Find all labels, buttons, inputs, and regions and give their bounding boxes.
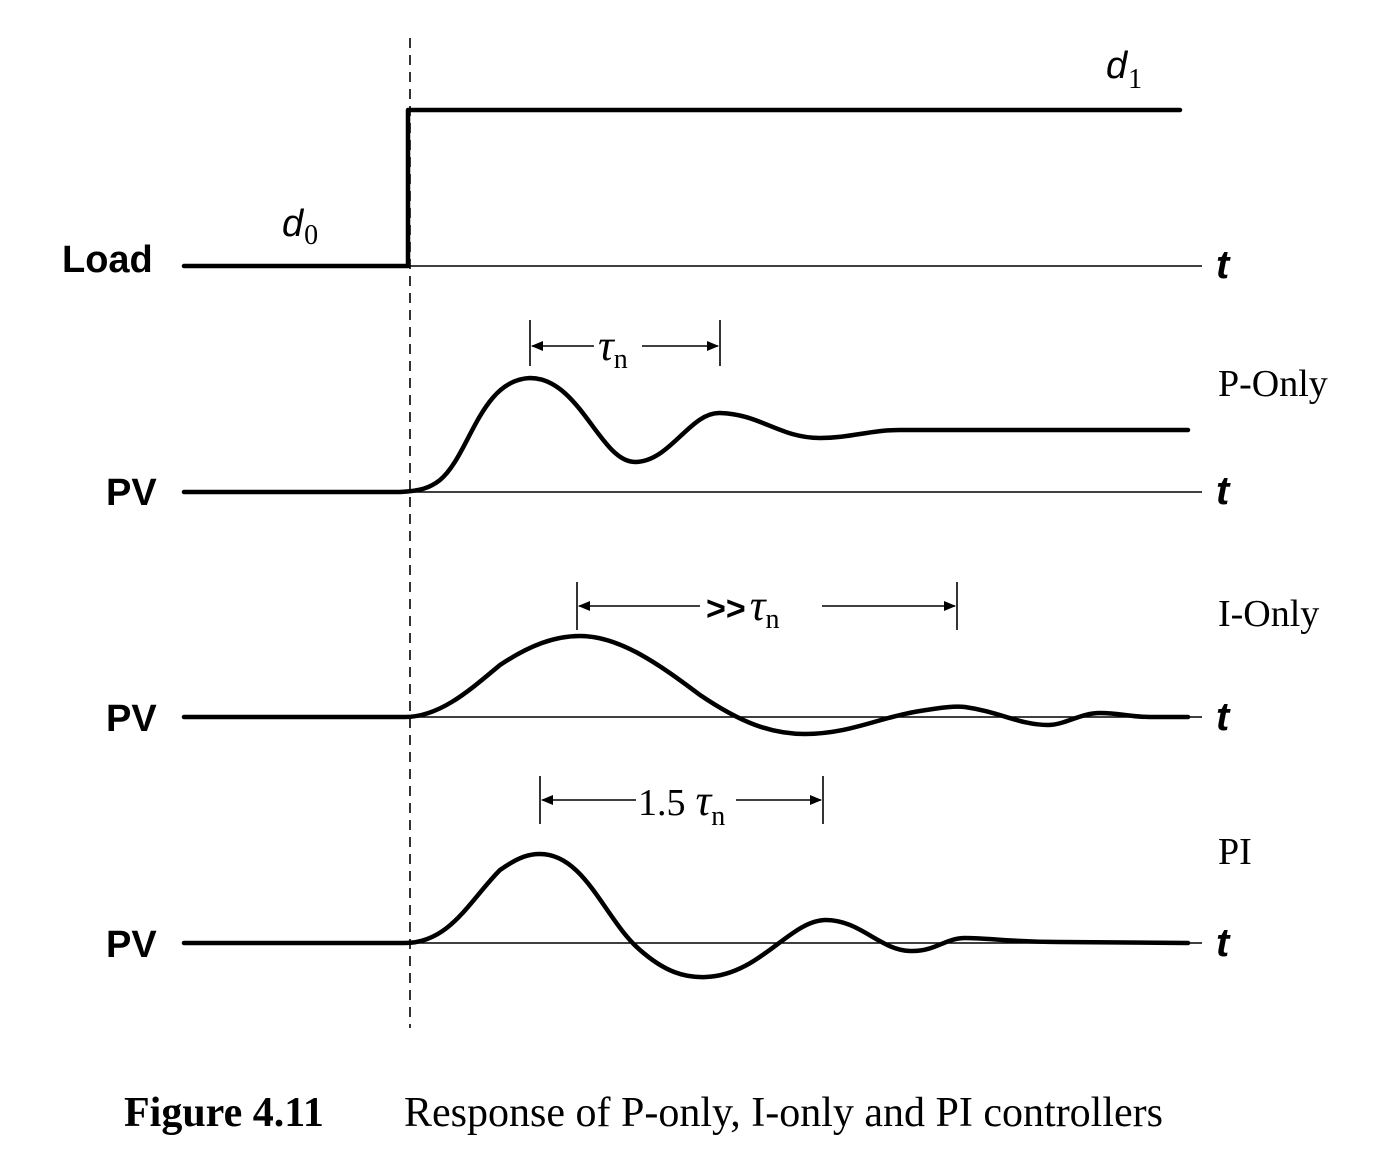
- d0-label: d0: [282, 203, 318, 251]
- pi-title: PI: [1218, 831, 1252, 873]
- i-only-interval-label: >>τn: [706, 581, 779, 635]
- i-only-pv-label: PV: [106, 698, 157, 740]
- pi-t-label: t: [1216, 921, 1231, 965]
- p-only-interval-label: τn: [598, 321, 628, 375]
- caption-number: Figure 4.11: [124, 1090, 324, 1136]
- pi-panel: PV 1.5 τn PI t: [106, 776, 1252, 980]
- load-panel: Load d0 d1 t: [62, 45, 1231, 287]
- caption-text: Response of P-only, I-only and PI contro…: [404, 1090, 1163, 1136]
- d1-label: d1: [1106, 45, 1142, 95]
- p-only-title: P-Only: [1218, 363, 1328, 405]
- load-label: Load: [62, 239, 153, 281]
- p-only-pv-label: PV: [106, 472, 157, 514]
- load-step-curve: [181, 107, 1183, 269]
- load-t-label: t: [1216, 243, 1231, 287]
- pi-interval-label: 1.5 τn: [638, 776, 725, 832]
- pi-response-curve: [181, 851, 1191, 980]
- p-only-t-label: t: [1216, 469, 1231, 513]
- i-only-title: I-Only: [1218, 593, 1319, 635]
- p-only-response-curve: [181, 375, 1191, 495]
- i-only-t-label: t: [1216, 695, 1231, 739]
- i-only-response-curve: [181, 633, 1191, 737]
- i-only-panel: PV >>τn I-Only t: [106, 581, 1319, 740]
- p-only-panel: PV τn P-Only t: [106, 320, 1328, 514]
- pi-pv-label: PV: [106, 924, 157, 966]
- figure-caption: Figure 4.11 Response of P-only, I-only a…: [124, 1090, 1163, 1136]
